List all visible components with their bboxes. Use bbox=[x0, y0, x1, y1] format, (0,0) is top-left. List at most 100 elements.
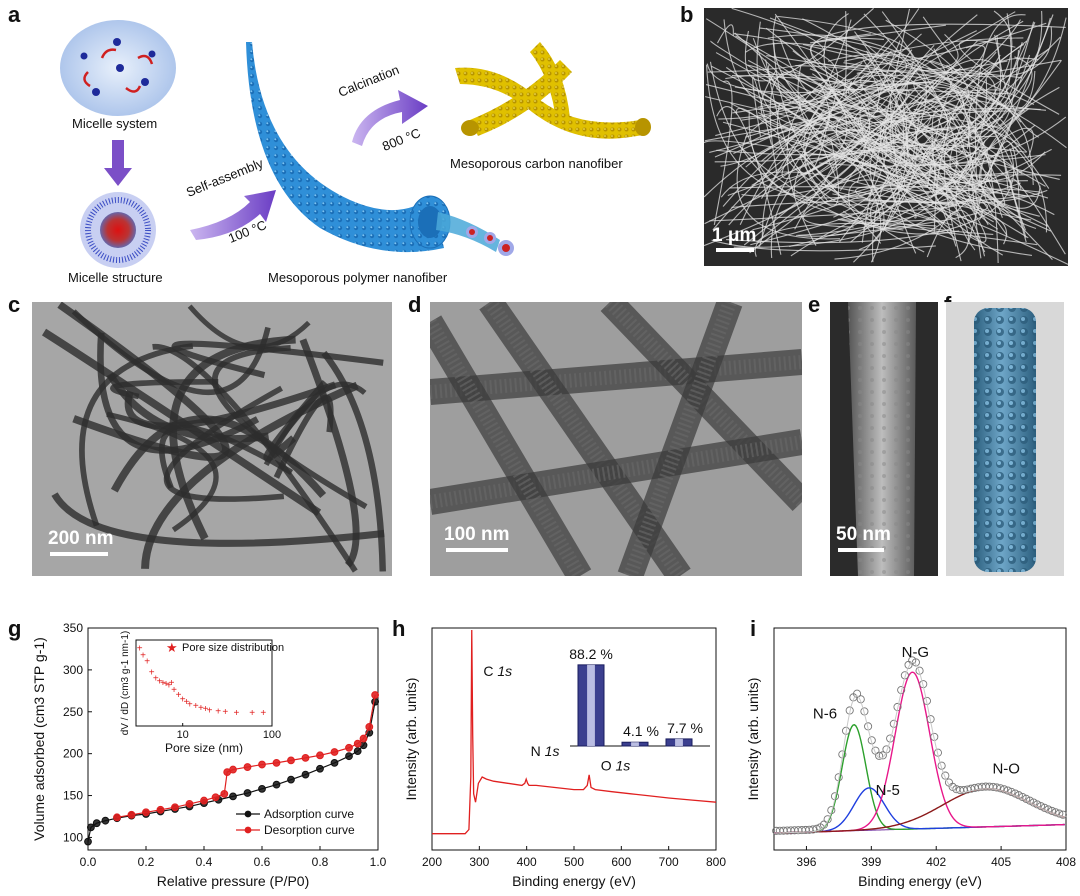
data-point bbox=[359, 734, 368, 743]
data-point bbox=[345, 743, 353, 752]
inset-bar-label: 7.7 % bbox=[667, 720, 703, 736]
data-point bbox=[882, 745, 891, 754]
inset-data-point: + bbox=[203, 704, 209, 715]
x-tick-label: 0.8 bbox=[312, 855, 329, 869]
inset-data-point: + bbox=[137, 644, 143, 655]
chart-g-isotherm: 0.0 0.2 0.4 0.6 0.8 1.0 100 150 200 250 300 350 Rela… bbox=[31, 621, 387, 889]
data-point bbox=[365, 722, 374, 731]
micelle-structure-illustration bbox=[80, 192, 156, 268]
plot-frame bbox=[773, 627, 1067, 851]
inset-x-axis-label: Pore size (nm) bbox=[165, 741, 243, 755]
data-point bbox=[353, 747, 362, 756]
chart-h-xps-survey: 200 300 400 500 600 700 800 Binding energy (eV)… bbox=[403, 627, 726, 889]
sem-scalebar-label: 1 μm bbox=[712, 225, 757, 246]
schematic-figure bbox=[60, 20, 651, 268]
panel-label-e: e bbox=[808, 292, 821, 317]
x-axis-label: Binding energy (eV) bbox=[858, 873, 982, 889]
inset-data-point: + bbox=[176, 690, 182, 701]
panel-label-g: g bbox=[8, 616, 22, 641]
x-tick-label: 800 bbox=[706, 855, 726, 869]
panel-label-h: h bbox=[392, 616, 406, 641]
x-axis-label: Relative pressure (P/P0) bbox=[157, 873, 310, 889]
data-point bbox=[272, 780, 281, 789]
x-tick-label: 402 bbox=[926, 855, 946, 869]
inset-data-point: + bbox=[171, 685, 177, 696]
tem-image-c bbox=[32, 302, 392, 576]
data-point bbox=[316, 751, 324, 760]
inset-bar-label: 4.1 % bbox=[623, 723, 659, 739]
data-point bbox=[156, 805, 165, 814]
polymer-nanofiber-illustration bbox=[246, 42, 444, 253]
sem-image bbox=[704, 8, 1068, 266]
data-point bbox=[229, 792, 237, 801]
peak-annotation: O 1s bbox=[601, 758, 631, 774]
fit-peak-line bbox=[773, 671, 1065, 834]
pore-model-f bbox=[946, 302, 1064, 576]
inset-x-tick-label: 10 bbox=[177, 729, 189, 741]
polymer-nanofiber-label: Mesoporous polymer nanofiber bbox=[268, 270, 448, 285]
plot-frame bbox=[87, 627, 379, 851]
x-tick-label: 1.0 bbox=[370, 855, 387, 869]
inset-frame bbox=[135, 639, 273, 727]
data-point bbox=[272, 758, 281, 767]
data-point bbox=[853, 689, 862, 698]
data-point bbox=[812, 824, 821, 833]
data-point bbox=[1058, 810, 1068, 819]
data-point bbox=[1011, 789, 1020, 798]
panel-label-i: i bbox=[750, 616, 757, 641]
data-point bbox=[875, 751, 884, 760]
data-point bbox=[353, 739, 362, 748]
inset-data-point: + bbox=[183, 697, 189, 708]
legend-marker bbox=[244, 810, 252, 818]
data-point bbox=[941, 771, 950, 780]
data-point bbox=[878, 751, 887, 760]
data-point bbox=[1055, 809, 1064, 818]
inset-legend-label: Pore size distribution bbox=[182, 642, 284, 654]
envelope-line bbox=[773, 661, 1065, 834]
legend-label: Desorption curve bbox=[264, 823, 355, 837]
x-tick-label: 0.0 bbox=[80, 855, 97, 869]
x-axis-label: Binding energy (eV) bbox=[512, 873, 636, 889]
data-point bbox=[808, 825, 817, 834]
data-point bbox=[87, 823, 95, 832]
stem-fiber bbox=[848, 302, 916, 576]
data-point bbox=[287, 756, 295, 765]
inset-data-point: + bbox=[140, 650, 146, 661]
inset-data-point: + bbox=[166, 681, 172, 692]
x-tick-label: 300 bbox=[469, 855, 489, 869]
data-point bbox=[371, 697, 380, 706]
data-point bbox=[996, 784, 1005, 793]
data-point bbox=[345, 752, 353, 761]
inset-data-point: + bbox=[187, 700, 193, 711]
arrow-down-icon bbox=[104, 140, 132, 186]
inset-bar-label: 88.2 % bbox=[569, 646, 613, 662]
legend-marker bbox=[244, 826, 252, 834]
data-point bbox=[127, 810, 136, 819]
data-point bbox=[301, 753, 310, 762]
tem-fibers-d bbox=[430, 302, 802, 576]
inset-x-tick-label: 100 bbox=[263, 729, 281, 741]
x-tick-label: 700 bbox=[659, 855, 679, 869]
porous-cylinder-illustration bbox=[974, 308, 1036, 572]
inset-data-point: + bbox=[215, 706, 221, 717]
data-point bbox=[171, 803, 179, 812]
inset-bar-highlight bbox=[631, 742, 639, 746]
sem-scalebar bbox=[716, 248, 754, 252]
data-point bbox=[992, 783, 1001, 792]
tem-c-scalebar-label: 200 nm bbox=[48, 528, 114, 549]
data-point bbox=[84, 837, 92, 846]
data-point bbox=[287, 775, 295, 784]
data-point bbox=[371, 691, 380, 699]
inset-bar-highlight bbox=[587, 664, 595, 746]
stem-scalebar bbox=[838, 548, 884, 552]
legend-label: Adsorption curve bbox=[264, 807, 354, 821]
x-tick-label: 0.4 bbox=[196, 855, 213, 869]
data-point bbox=[229, 765, 237, 774]
data-point bbox=[823, 815, 832, 824]
data-point bbox=[243, 789, 252, 797]
tem-image-d bbox=[430, 302, 802, 576]
x-tick-label: 408 bbox=[1056, 855, 1076, 869]
panel-label-c: c bbox=[8, 292, 21, 317]
tem-fibers-c bbox=[41, 302, 386, 573]
inset-data-point: + bbox=[222, 707, 228, 718]
